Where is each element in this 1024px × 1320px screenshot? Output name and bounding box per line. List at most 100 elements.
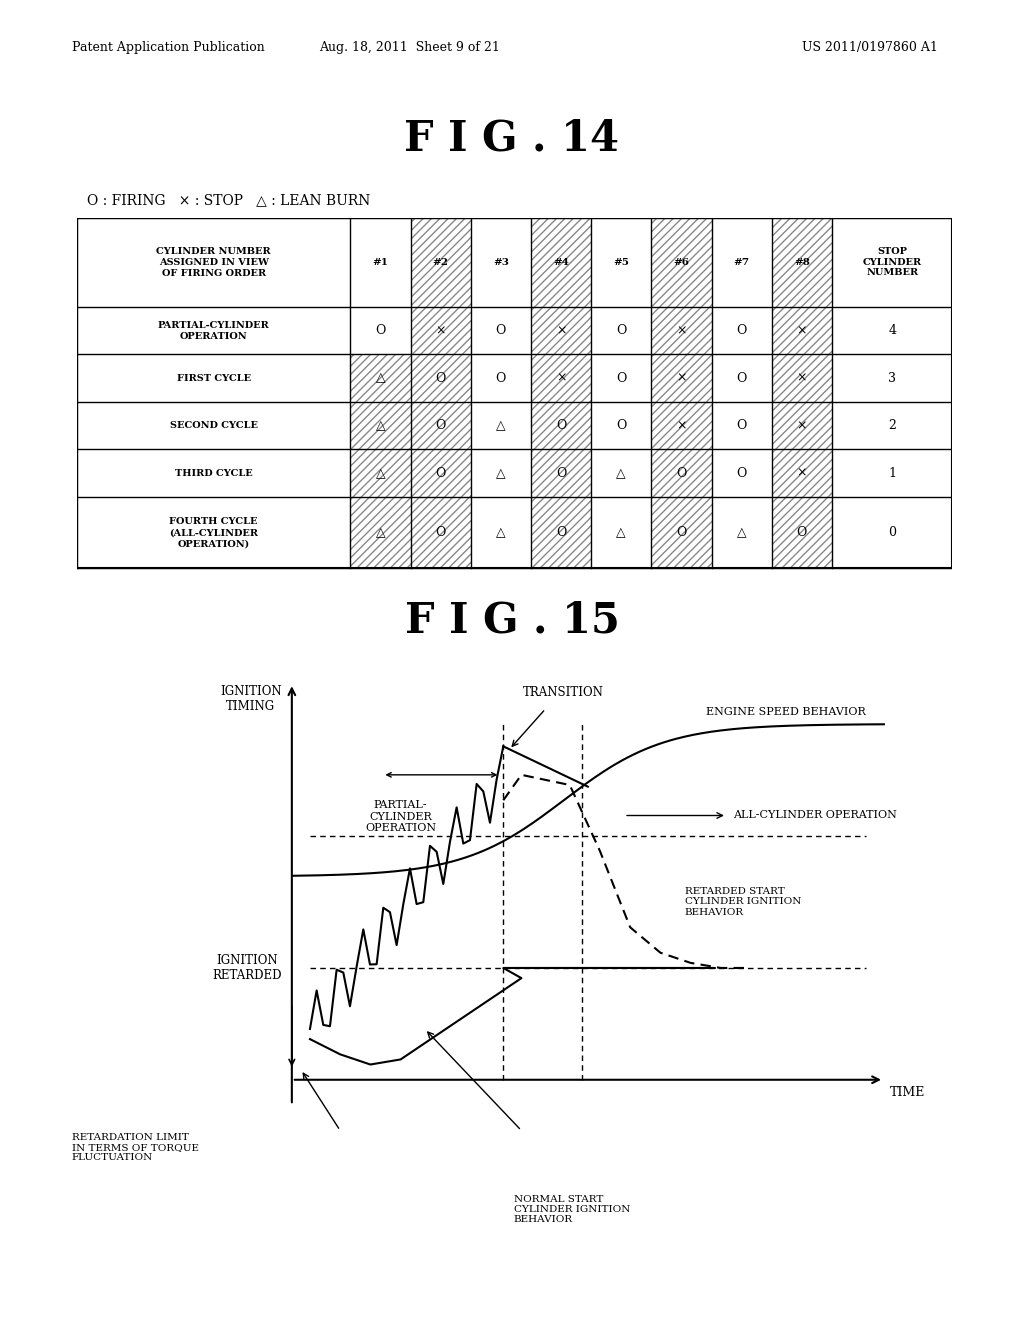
- Text: US 2011/0197860 A1: US 2011/0197860 A1: [803, 41, 938, 54]
- Text: TRANSITION: TRANSITION: [523, 685, 604, 698]
- Text: NORMAL START
CYLINDER IGNITION
BEHAVIOR: NORMAL START CYLINDER IGNITION BEHAVIOR: [514, 1195, 630, 1225]
- Text: O: O: [435, 527, 445, 539]
- Text: △: △: [496, 420, 506, 432]
- Bar: [531, 449, 591, 498]
- Text: O: O: [797, 527, 807, 539]
- Text: Aug. 18, 2011  Sheet 9 of 21: Aug. 18, 2011 Sheet 9 of 21: [319, 41, 500, 54]
- Bar: [772, 355, 831, 401]
- Bar: [411, 498, 471, 568]
- Bar: [531, 498, 591, 568]
- Bar: [531, 355, 591, 401]
- Text: #6: #6: [674, 257, 689, 267]
- Text: O: O: [616, 372, 627, 384]
- Text: 0: 0: [888, 527, 896, 539]
- Bar: [350, 401, 411, 449]
- Text: O: O: [736, 467, 746, 479]
- Bar: [531, 306, 591, 354]
- Bar: [411, 355, 471, 401]
- Text: F I G . 14: F I G . 14: [404, 117, 620, 160]
- Text: RETARDATION LIMIT
IN TERMS OF TORQUE
FLUCTUATION: RETARDATION LIMIT IN TERMS OF TORQUE FLU…: [72, 1133, 199, 1163]
- Text: O: O: [556, 527, 566, 539]
- Bar: [772, 449, 831, 498]
- Text: O: O: [676, 467, 687, 479]
- Text: #8: #8: [794, 257, 810, 267]
- Bar: [772, 306, 831, 354]
- Text: ×: ×: [556, 372, 566, 384]
- Bar: [350, 355, 411, 401]
- Text: △: △: [616, 527, 626, 539]
- Bar: [411, 306, 471, 354]
- Text: #7: #7: [733, 257, 750, 267]
- Text: O: O: [496, 372, 506, 384]
- Text: O: O: [736, 325, 746, 337]
- Text: CYLINDER NUMBER
ASSIGNED IN VIEW
OF FIRING ORDER: CYLINDER NUMBER ASSIGNED IN VIEW OF FIRI…: [157, 247, 271, 279]
- Text: SECOND CYCLE: SECOND CYCLE: [170, 421, 258, 430]
- Text: △: △: [496, 527, 506, 539]
- Text: Patent Application Publication: Patent Application Publication: [72, 41, 264, 54]
- Text: O : FIRING   × : STOP   △ : LEAN BURN: O : FIRING × : STOP △ : LEAN BURN: [87, 194, 371, 207]
- Text: ×: ×: [556, 325, 566, 337]
- Text: PARTIAL-CYLINDER
OPERATION: PARTIAL-CYLINDER OPERATION: [158, 321, 269, 341]
- Text: △: △: [376, 467, 385, 479]
- Text: ALL-CYLINDER OPERATION: ALL-CYLINDER OPERATION: [733, 810, 897, 821]
- Bar: [411, 218, 471, 306]
- Text: IGNITION
RETARDED: IGNITION RETARDED: [212, 954, 282, 982]
- Text: #3: #3: [493, 257, 509, 267]
- Text: O: O: [616, 420, 627, 432]
- Text: 2: 2: [888, 420, 896, 432]
- Text: 1: 1: [888, 467, 896, 479]
- Text: ×: ×: [797, 325, 807, 337]
- Text: #2: #2: [433, 257, 449, 267]
- Bar: [651, 218, 712, 306]
- Text: #1: #1: [373, 257, 388, 267]
- Bar: [651, 306, 712, 354]
- Text: △: △: [737, 527, 746, 539]
- Text: O: O: [736, 420, 746, 432]
- Text: ×: ×: [676, 420, 687, 432]
- Text: O: O: [556, 420, 566, 432]
- Text: #5: #5: [613, 257, 629, 267]
- Bar: [651, 449, 712, 498]
- Bar: [772, 218, 831, 306]
- Bar: [651, 401, 712, 449]
- Text: △: △: [376, 372, 385, 384]
- Text: ×: ×: [676, 372, 687, 384]
- Bar: [350, 498, 411, 568]
- Text: F I G . 15: F I G . 15: [404, 599, 620, 642]
- Text: O: O: [676, 527, 687, 539]
- Text: ×: ×: [797, 467, 807, 479]
- Text: ×: ×: [676, 325, 687, 337]
- Bar: [651, 498, 712, 568]
- Text: ×: ×: [797, 372, 807, 384]
- Bar: [531, 401, 591, 449]
- Text: TIME: TIME: [890, 1086, 926, 1100]
- Text: O: O: [616, 325, 627, 337]
- Bar: [651, 355, 712, 401]
- Text: THIRD CYCLE: THIRD CYCLE: [175, 469, 253, 478]
- Text: ×: ×: [435, 325, 445, 337]
- Text: O: O: [435, 372, 445, 384]
- Text: 3: 3: [888, 372, 896, 384]
- Text: STOP
CYLINDER
NUMBER: STOP CYLINDER NUMBER: [862, 247, 922, 277]
- Text: △: △: [376, 420, 385, 432]
- Bar: [531, 218, 591, 306]
- Bar: [411, 401, 471, 449]
- Text: △: △: [616, 467, 626, 479]
- Text: O: O: [435, 467, 445, 479]
- Text: RETARDED START
CYLINDER IGNITION
BEHAVIOR: RETARDED START CYLINDER IGNITION BEHAVIO…: [685, 887, 801, 917]
- Text: #4: #4: [553, 257, 569, 267]
- Text: O: O: [435, 420, 445, 432]
- Text: FIRST CYCLE: FIRST CYCLE: [176, 374, 251, 383]
- Text: ENGINE SPEED BEHAVIOR: ENGINE SPEED BEHAVIOR: [706, 706, 866, 717]
- Text: O: O: [556, 467, 566, 479]
- Text: △: △: [376, 527, 385, 539]
- Bar: [772, 498, 831, 568]
- Text: O: O: [496, 325, 506, 337]
- Text: △: △: [496, 467, 506, 479]
- Text: O: O: [736, 372, 746, 384]
- Bar: [350, 449, 411, 498]
- Bar: [411, 449, 471, 498]
- Text: O: O: [376, 325, 386, 337]
- Text: ×: ×: [797, 420, 807, 432]
- Text: PARTIAL-
CYLINDER
OPERATION: PARTIAL- CYLINDER OPERATION: [365, 800, 436, 833]
